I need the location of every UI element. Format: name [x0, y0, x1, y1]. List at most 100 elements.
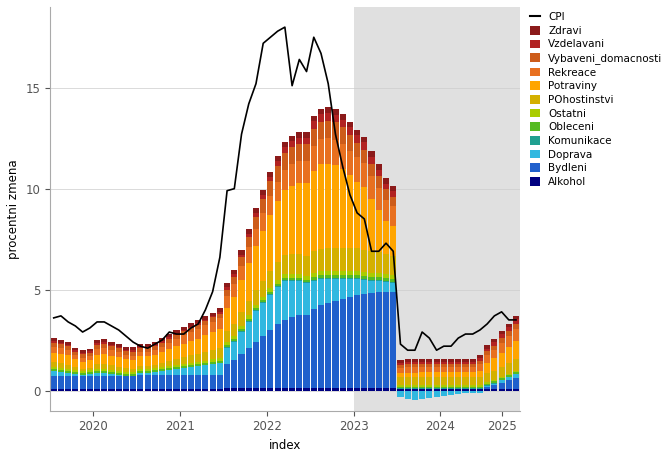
Bar [498, 379, 505, 380]
Bar [174, 333, 180, 335]
Bar [390, 191, 397, 197]
Bar [484, 363, 490, 373]
Bar [109, 347, 115, 350]
Bar [325, 274, 331, 278]
Bar [202, 352, 208, 360]
Bar [433, 377, 440, 386]
Bar [282, 255, 288, 274]
Bar [462, 358, 468, 362]
Bar [181, 369, 187, 375]
Bar [101, 348, 107, 354]
Bar [289, 388, 295, 391]
Bar [188, 375, 194, 389]
Bar [123, 376, 129, 389]
Bar [116, 373, 122, 375]
Bar [188, 363, 194, 365]
Bar [109, 350, 115, 356]
Bar [210, 359, 216, 362]
Bar [267, 292, 273, 294]
Bar [311, 281, 317, 309]
Bar [491, 381, 497, 383]
Bar [101, 389, 107, 391]
Bar [426, 377, 432, 386]
Bar [347, 248, 353, 271]
Bar [202, 360, 208, 363]
Bar [361, 250, 367, 272]
Bar [311, 277, 317, 280]
Bar [354, 182, 360, 248]
Bar [513, 359, 519, 371]
Bar [101, 339, 107, 342]
Bar [325, 279, 331, 303]
Bar [94, 374, 100, 376]
Bar [426, 362, 432, 364]
Bar [462, 391, 468, 392]
Bar [304, 144, 310, 161]
Bar [354, 135, 360, 143]
Bar [304, 256, 310, 276]
Bar [58, 343, 64, 344]
Bar [304, 282, 310, 283]
Bar [181, 330, 187, 331]
Bar [498, 381, 505, 382]
Bar [51, 371, 57, 376]
Bar [397, 377, 403, 386]
Bar [152, 372, 158, 375]
Bar [289, 318, 295, 388]
Bar [513, 389, 519, 391]
Bar [383, 274, 389, 278]
Bar [109, 375, 115, 376]
Bar [239, 330, 245, 331]
Bar [455, 391, 462, 394]
Bar [239, 354, 245, 388]
Bar [296, 183, 302, 254]
Bar [498, 343, 505, 353]
Bar [390, 207, 397, 226]
Bar [477, 391, 483, 392]
Bar [477, 388, 483, 389]
Bar [311, 122, 317, 129]
Bar [145, 369, 151, 371]
Bar [159, 338, 165, 341]
Bar [325, 271, 331, 274]
Bar [383, 388, 389, 391]
Bar [202, 317, 208, 320]
Bar [72, 375, 78, 376]
Bar [231, 297, 237, 324]
Bar [412, 364, 418, 367]
Bar [159, 370, 165, 371]
Bar [174, 369, 180, 375]
Bar [419, 364, 425, 367]
Bar [116, 353, 122, 358]
Bar [426, 364, 432, 367]
Bar [101, 371, 107, 373]
Bar [296, 278, 302, 280]
Bar [470, 388, 476, 389]
Bar [109, 372, 115, 374]
Bar [506, 381, 512, 389]
Bar [289, 136, 295, 141]
Bar [340, 128, 346, 144]
Bar [86, 374, 93, 375]
Bar [145, 371, 151, 373]
Bar [491, 389, 497, 391]
Bar [405, 377, 411, 386]
Bar [210, 375, 216, 389]
Bar [296, 161, 302, 183]
Bar [412, 389, 418, 391]
Bar [397, 365, 403, 368]
Bar [80, 353, 86, 354]
Bar [376, 292, 382, 388]
Bar [130, 375, 136, 376]
Bar [304, 161, 310, 183]
Bar [275, 286, 281, 287]
Bar [181, 375, 187, 389]
Bar [275, 161, 281, 166]
Bar [137, 374, 143, 375]
Bar [354, 279, 360, 295]
Bar [513, 371, 519, 372]
Bar [275, 182, 281, 202]
Bar [123, 389, 129, 391]
Bar [325, 107, 331, 113]
Bar [397, 388, 403, 389]
